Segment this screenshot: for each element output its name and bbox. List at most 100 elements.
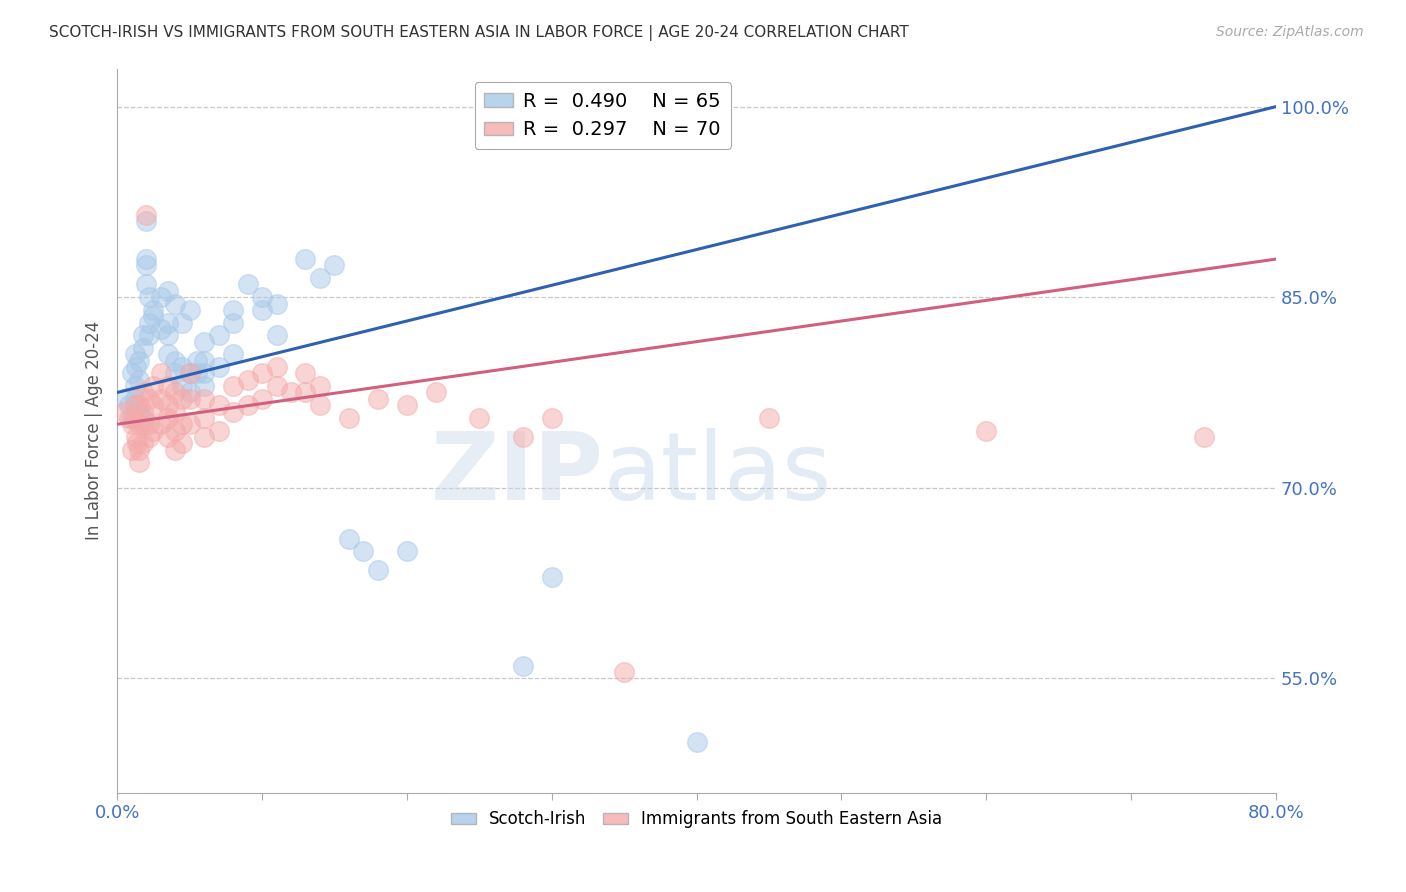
Point [127,436,149,450]
Point [138,316,160,330]
Point [165,353,187,368]
Point [149,417,172,432]
Point [266,296,288,310]
Point [172,417,194,432]
Point [294,367,316,381]
Point [236,398,259,412]
Point [135,252,157,266]
Point [128,404,150,418]
Point [179,302,201,317]
Point [280,385,302,400]
Point [186,367,208,381]
Point [179,367,201,381]
Point [468,410,491,425]
Point [179,367,201,381]
Point [540,410,562,425]
Point [138,328,160,343]
Point [294,252,316,266]
Point [165,424,187,438]
Point [135,259,157,273]
Point [165,442,187,457]
Point [125,360,148,375]
Point [193,392,215,406]
Point [121,442,143,457]
Point [250,290,273,304]
Point [165,296,187,310]
Point [207,360,229,375]
Point [613,665,636,679]
Point [125,430,148,444]
Text: ZIP: ZIP [432,428,603,520]
Point [974,424,997,438]
Point [149,290,172,304]
Point [193,430,215,444]
Text: Source: ZipAtlas.com: Source: ZipAtlas.com [1216,25,1364,39]
Point [179,417,201,432]
Point [124,379,146,393]
Point [149,367,172,381]
Point [124,347,146,361]
Point [367,563,389,577]
Point [165,367,187,381]
Point [179,392,201,406]
Point [172,360,194,375]
Point [222,379,245,393]
Point [193,367,215,381]
Point [222,404,245,418]
Point [138,392,160,406]
Point [266,360,288,375]
Point [156,328,179,343]
Point [309,398,332,412]
Point [124,392,146,406]
Point [250,392,273,406]
Point [156,430,179,444]
Point [138,417,160,432]
Point [352,544,374,558]
Point [193,410,215,425]
Point [367,392,389,406]
Point [395,544,418,558]
Point [395,398,418,412]
Point [758,410,780,425]
Point [121,367,143,381]
Point [138,430,160,444]
Point [512,430,534,444]
Point [337,410,360,425]
Point [132,417,155,432]
Point [135,277,157,292]
Point [172,379,194,393]
Point [121,410,143,425]
Point [114,404,136,418]
Point [309,379,332,393]
Point [121,417,143,432]
Point [156,316,179,330]
Point [540,570,562,584]
Point [124,398,146,412]
Point [114,392,136,406]
Point [156,410,179,425]
Point [156,379,179,393]
Point [156,284,179,298]
Point [132,436,155,450]
Point [207,398,229,412]
Point [135,208,157,222]
Point [128,442,150,457]
Point [124,410,146,425]
Point [135,214,157,228]
Point [250,302,273,317]
Point [266,379,288,393]
Point [149,322,172,336]
Point [323,259,346,273]
Point [193,379,215,393]
Point [142,398,165,412]
Point [142,302,165,317]
Point [207,328,229,343]
Point [179,385,201,400]
Point [142,379,165,393]
Point [156,398,179,412]
Point [193,353,215,368]
Point [309,271,332,285]
Point [250,367,273,381]
Point [222,316,245,330]
Point [128,373,150,387]
